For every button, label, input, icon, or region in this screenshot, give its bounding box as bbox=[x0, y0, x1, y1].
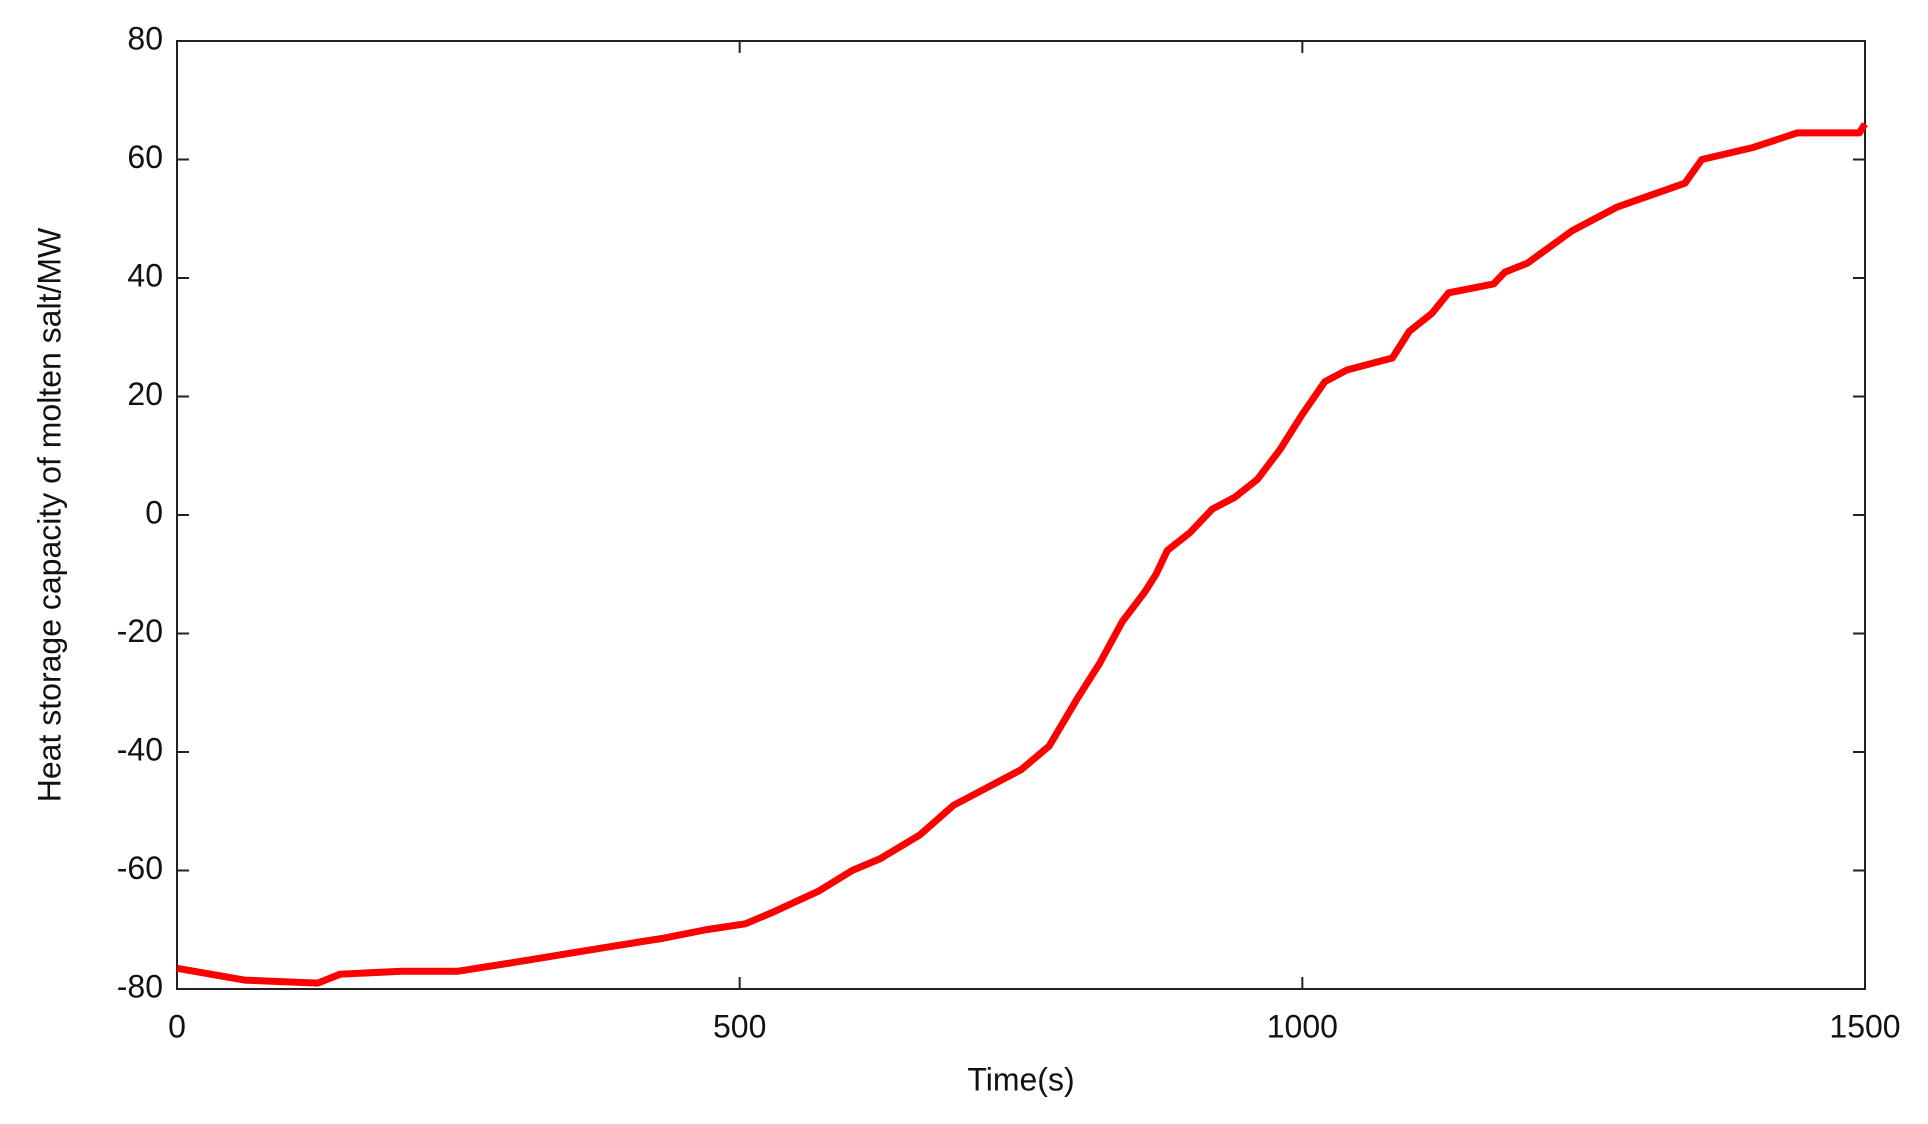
y-tick-label: -40 bbox=[117, 731, 163, 767]
x-tick-label: 500 bbox=[713, 1008, 766, 1044]
x-tick-label: 1000 bbox=[1267, 1008, 1338, 1044]
y-tick-label: -20 bbox=[117, 613, 163, 649]
y-tick-label: -80 bbox=[117, 968, 163, 1004]
x-axis-label: Time(s) bbox=[967, 1061, 1074, 1097]
y-tick-label: 60 bbox=[127, 139, 163, 175]
data-line bbox=[176, 122, 1868, 987]
y-tick-label: 40 bbox=[127, 257, 163, 293]
x-tick-label: 1500 bbox=[1829, 1008, 1900, 1044]
y-axis-label: Heat storage capacity of molten salt/MW bbox=[31, 227, 67, 802]
y-tick-label: 0 bbox=[145, 494, 163, 530]
y-tick-label: 80 bbox=[127, 20, 163, 56]
x-tick-label: 0 bbox=[168, 1008, 186, 1044]
y-tick-label: -60 bbox=[117, 850, 163, 886]
y-tick-label: 20 bbox=[127, 376, 163, 412]
plot-frame bbox=[176, 40, 1866, 990]
